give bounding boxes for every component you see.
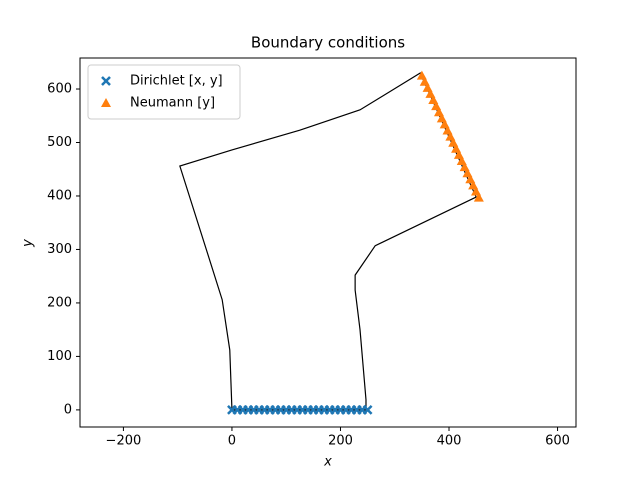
y-tick-label: 500 [47,135,72,150]
x-axis-label: x [323,455,332,470]
x-tick-label: 200 [328,434,353,449]
x-tick-label: 600 [545,434,570,449]
chart-title: Boundary conditions [251,34,405,52]
y-tick-label: 300 [47,242,72,257]
point [362,404,373,415]
legend-marker [101,76,111,86]
y-axis-label: y [21,239,36,248]
y-tick-label: 200 [47,295,72,310]
legend-label: Neumann [y] [130,96,215,111]
legend-label: Dirichlet [x, y] [130,74,223,89]
x-tick-label: 0 [228,434,236,449]
x-tick-label: −200 [106,434,142,449]
boundary-outline [179,72,477,411]
y-tick-label: 100 [47,349,72,364]
y-tick-label: 400 [47,188,72,203]
legend-marker [101,98,111,107]
point [473,192,484,202]
x-tick-label: 400 [437,434,462,449]
plot-frame [79,57,577,428]
legend-box [87,64,241,120]
y-tick-label: 600 [47,82,72,97]
y-tick-label: 0 [64,402,72,417]
